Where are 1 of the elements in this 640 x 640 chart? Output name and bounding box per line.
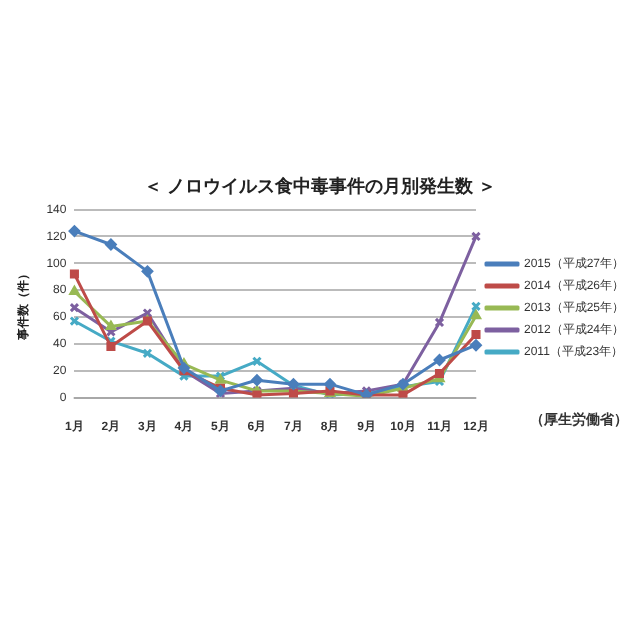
chart-title: ＜ ノロウイルス食中毒事件の月別発生数 ＞ xyxy=(143,175,497,196)
